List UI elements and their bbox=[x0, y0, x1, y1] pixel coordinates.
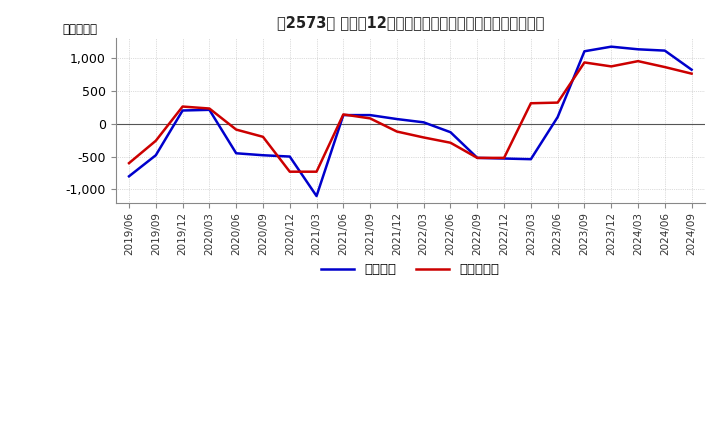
経常利益 bbox=[500, 156, 508, 161]
経常利益 bbox=[554, 114, 562, 120]
当期純利益 bbox=[634, 59, 642, 64]
当期純利益 bbox=[500, 155, 508, 161]
当期純利益 bbox=[366, 116, 374, 121]
経常利益 bbox=[312, 194, 321, 199]
当期純利益 bbox=[179, 104, 187, 109]
経常利益 bbox=[125, 174, 133, 179]
経常利益 bbox=[151, 153, 160, 158]
経常利益 bbox=[232, 150, 240, 156]
当期純利益 bbox=[446, 140, 455, 145]
Y-axis label: （百万円）: （百万円） bbox=[63, 23, 98, 37]
当期純利益 bbox=[473, 155, 482, 161]
経常利益 bbox=[634, 47, 642, 52]
当期純利益 bbox=[285, 169, 294, 174]
経常利益 bbox=[607, 44, 616, 49]
当期純利益 bbox=[339, 112, 348, 117]
経常利益 bbox=[392, 117, 401, 122]
経常利益 bbox=[285, 154, 294, 159]
経常利益 bbox=[446, 129, 455, 135]
当期純利益 bbox=[392, 129, 401, 134]
Legend: 経常利益, 当期純利益: 経常利益, 当期純利益 bbox=[315, 258, 505, 282]
当期純利益 bbox=[312, 169, 321, 174]
経常利益 bbox=[419, 120, 428, 125]
経常利益 bbox=[526, 157, 535, 162]
当期純利益 bbox=[580, 60, 589, 65]
当期純利益 bbox=[151, 138, 160, 143]
当期純利益 bbox=[660, 64, 669, 70]
経常利益 bbox=[660, 48, 669, 53]
経常利益 bbox=[473, 155, 482, 161]
当期純利益 bbox=[258, 134, 267, 139]
Line: 当期純利益: 当期純利益 bbox=[129, 61, 692, 172]
当期純利益 bbox=[688, 71, 696, 76]
Line: 経常利益: 経常利益 bbox=[129, 47, 692, 196]
当期純利益 bbox=[419, 135, 428, 140]
経常利益 bbox=[205, 107, 214, 113]
当期純利益 bbox=[607, 64, 616, 69]
当期純利益 bbox=[526, 101, 535, 106]
当期純利益 bbox=[554, 100, 562, 105]
経常利益 bbox=[179, 108, 187, 113]
当期純利益 bbox=[125, 161, 133, 166]
Title: 、2573、 利益だ12か月移動合計の対前年同期増減額の推移: 、2573、 利益だ12か月移動合計の対前年同期増減額の推移 bbox=[276, 15, 544, 30]
経常利益 bbox=[580, 49, 589, 54]
経常利益 bbox=[339, 113, 348, 118]
経常利益 bbox=[688, 67, 696, 72]
当期純利益 bbox=[232, 127, 240, 132]
経常利益 bbox=[258, 153, 267, 158]
当期純利益 bbox=[205, 106, 214, 111]
経常利益 bbox=[366, 113, 374, 118]
